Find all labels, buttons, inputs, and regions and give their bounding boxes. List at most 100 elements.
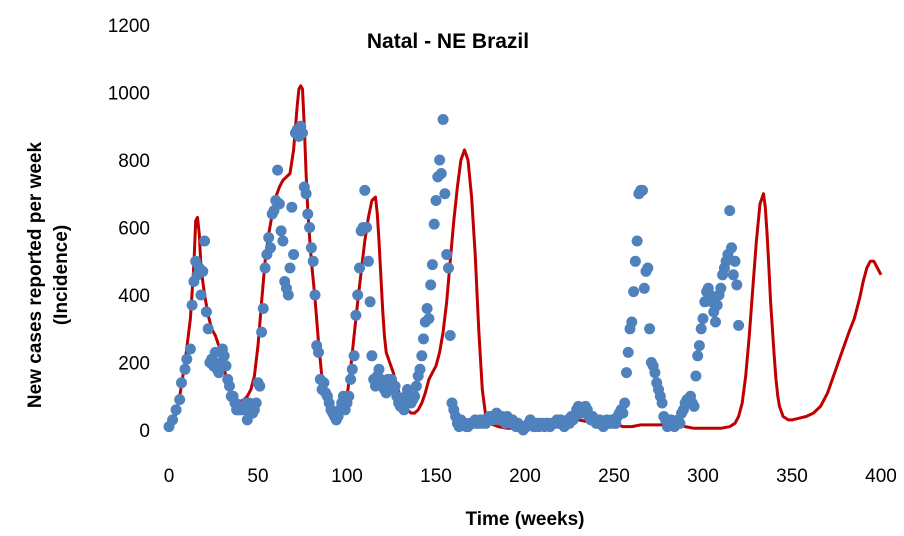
data-point: [218, 350, 230, 362]
data-point: [220, 360, 232, 372]
data-point: [186, 299, 198, 311]
y-tick-label: 1200: [108, 16, 150, 37]
data-point: [352, 289, 364, 301]
data-point: [628, 286, 640, 298]
y-tick-label: 200: [118, 354, 150, 375]
data-point: [426, 259, 438, 271]
data-point: [305, 242, 317, 254]
data-point: [200, 306, 212, 318]
data-point: [224, 380, 235, 392]
data-point: [195, 289, 207, 301]
data-point: [674, 417, 686, 429]
x-tick-label: 350: [776, 466, 808, 487]
data-point: [297, 127, 308, 139]
data-point: [361, 222, 373, 233]
data-point: [690, 370, 702, 382]
x-tick-label: 100: [331, 466, 363, 487]
data-point: [364, 296, 376, 308]
y-axis-title: New cases reported per week (Incidence): [25, 142, 72, 409]
data-point: [346, 363, 358, 375]
data-point: [275, 225, 287, 237]
data-point: [428, 218, 440, 230]
data-point: [656, 397, 668, 409]
data-point: [257, 303, 269, 314]
y-tick-labels: 0 200 400 600 800 1000 1200: [108, 16, 150, 442]
chart-title: Natal - NE Brazil: [367, 30, 529, 53]
data-point: [265, 242, 276, 254]
data-point: [715, 282, 727, 294]
data-point: [179, 363, 191, 375]
data-point: [359, 184, 371, 196]
data-point: [288, 249, 300, 260]
data-point: [256, 326, 268, 338]
data-point: [434, 154, 446, 166]
data-point: [416, 350, 428, 362]
data-point: [197, 265, 209, 277]
data-point: [726, 242, 737, 254]
data-point: [441, 249, 453, 260]
data-point: [304, 222, 316, 233]
data-point: [345, 373, 357, 385]
data-point: [619, 397, 631, 409]
data-point: [343, 390, 355, 402]
data-point: [631, 235, 643, 247]
data-point: [727, 269, 739, 281]
data-point: [300, 188, 312, 200]
data-point: [437, 114, 449, 125]
x-tick-label: 0: [164, 466, 175, 487]
data-point: [366, 350, 378, 362]
data-point: [302, 208, 314, 220]
y-tick-label: 600: [118, 219, 150, 240]
data-point: [282, 289, 294, 301]
y-tick-label: 0: [139, 421, 150, 442]
data-point: [425, 279, 437, 291]
data-point: [176, 377, 187, 389]
data-point: [644, 323, 656, 335]
data-point: [435, 168, 447, 179]
x-tick-label: 150: [420, 466, 452, 487]
x-tick-label: 300: [687, 466, 719, 487]
data-point: [692, 350, 704, 362]
data-point: [724, 205, 736, 217]
data-point: [622, 346, 634, 358]
data-point: [409, 390, 421, 402]
data-point: [629, 255, 641, 267]
data-point: [170, 404, 182, 416]
data-point: [250, 397, 262, 409]
y-tick-label: 400: [118, 286, 150, 307]
data-point: [733, 319, 745, 331]
data-point: [642, 262, 654, 274]
observed-points: [163, 114, 745, 436]
data-point: [184, 343, 196, 355]
data-point: [272, 164, 284, 176]
data-point: [626, 316, 638, 328]
x-tick-label: 50: [247, 466, 268, 487]
data-point: [649, 367, 661, 379]
data-point: [637, 184, 648, 196]
data-point: [731, 279, 743, 291]
y-axis-title-line1: New cases reported per week: [25, 142, 46, 409]
data-point: [638, 282, 650, 294]
data-point: [318, 377, 330, 389]
data-point: [398, 404, 410, 416]
data-point: [277, 235, 289, 247]
data-point: [443, 262, 454, 274]
data-point: [199, 235, 211, 247]
data-point: [273, 198, 285, 210]
data-point: [263, 232, 275, 244]
data-point: [167, 414, 179, 426]
data-point: [313, 346, 324, 358]
data-point: [402, 384, 413, 395]
data-point: [202, 323, 214, 335]
model-curve: [167, 84, 883, 430]
data-point: [421, 303, 433, 314]
data-point: [174, 394, 186, 406]
data-point: [373, 363, 385, 375]
data-point: [423, 313, 435, 325]
data-point: [430, 195, 442, 206]
x-axis-title: Time (weeks): [466, 509, 585, 530]
y-tick-label: 800: [118, 151, 150, 172]
y-tick-label: 1000: [108, 84, 150, 105]
data-point: [410, 380, 422, 392]
